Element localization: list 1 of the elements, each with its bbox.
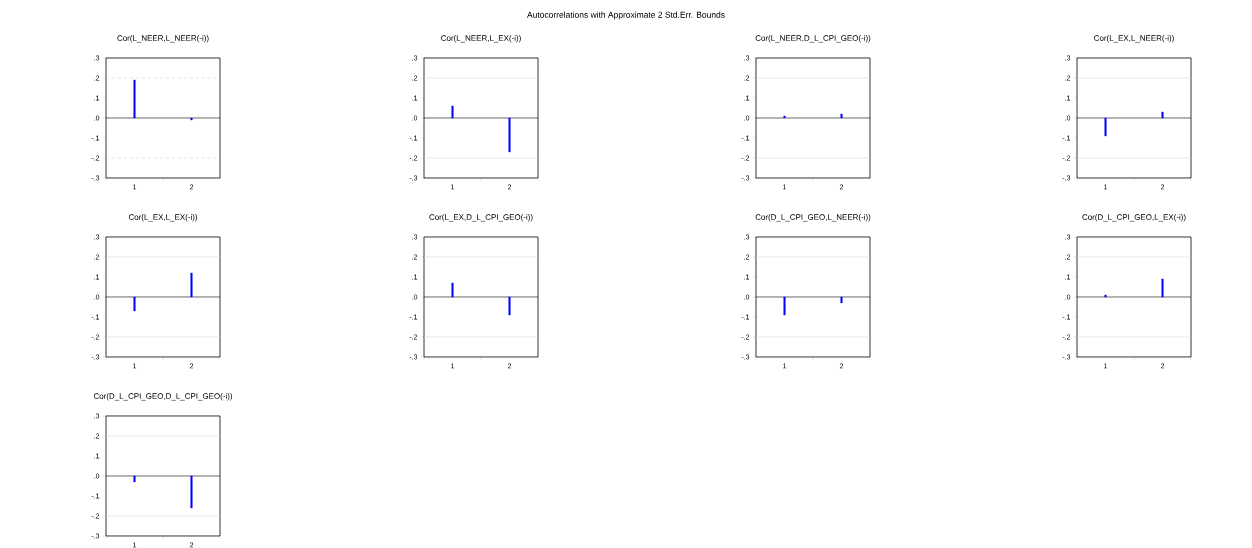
text: Autocorrelations with Approximate 2 Std.Err. Bounds (527, 11, 725, 20)
